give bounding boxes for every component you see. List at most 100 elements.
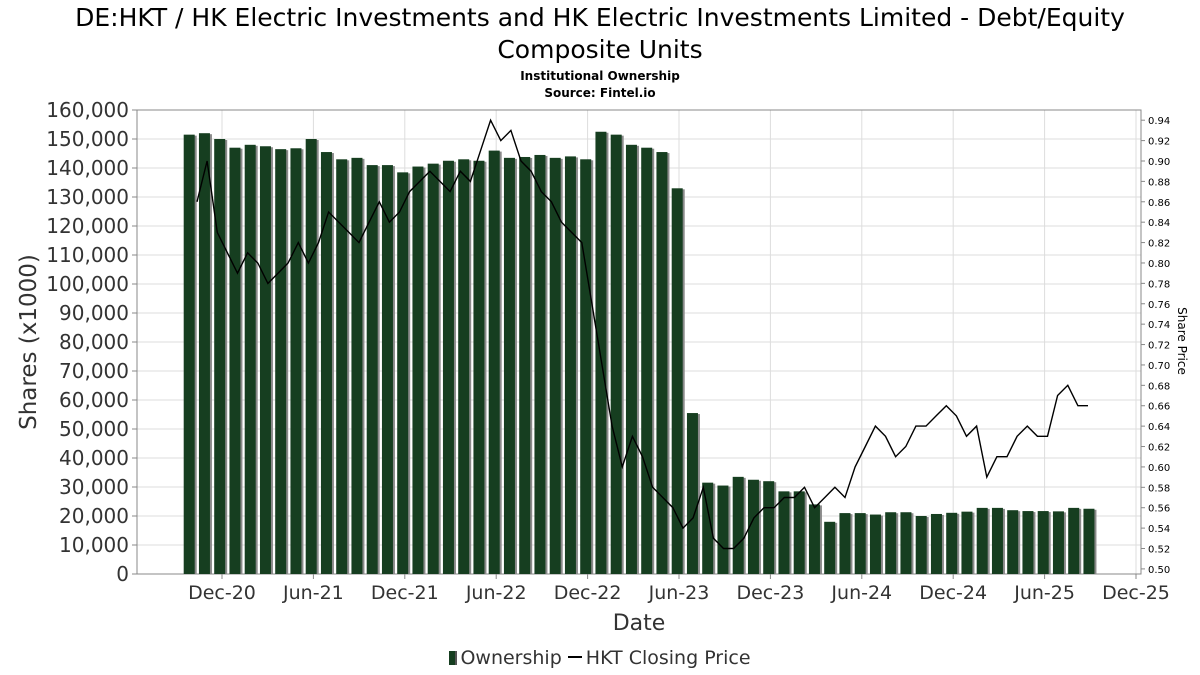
ownership-bar [869,514,881,574]
ownership-bar [366,165,378,574]
y-tick-label: 80,000 [59,330,129,354]
ownership-bar [198,133,210,574]
y-axis-title: Shares (x1000) [16,254,42,430]
ownership-bar [1068,507,1080,574]
y-tick-label: 60,000 [59,388,129,412]
x-tick-label: Jun-21 [282,582,344,604]
y2-tick-label: 0.88 [1148,177,1170,188]
y2-tick-label: 0.54 [1148,524,1170,535]
y-tick-label: 100,000 [46,272,129,296]
y2-tick-label: 0.50 [1148,565,1170,576]
x-tick-label: Dec-21 [371,582,439,604]
ownership-bar [976,507,988,574]
ownership-bar [808,504,820,574]
x-tick-label: Dec-25 [1102,582,1170,604]
y2-tick-label: 0.56 [1148,504,1170,515]
ownership-bar [427,163,439,574]
y-tick-label: 120,000 [46,214,129,238]
ownership-bar [1083,508,1095,574]
ownership-bar [275,149,287,574]
ownership-bar [946,512,958,574]
y-tick-label: 10,000 [59,533,129,557]
ownership-bar [519,156,531,575]
ownership-bar [656,152,668,575]
chart-title-line-1: DE:HKT / HK Electric Investments and HK … [75,3,1125,32]
ownership-bar [885,512,897,574]
x-tick-label: Jun-23 [648,582,710,604]
y-tick-label: 50,000 [59,417,129,441]
y2-tick-label: 0.66 [1148,402,1170,413]
x-tick-label: Dec-22 [554,582,622,604]
ownership-bar [229,147,241,574]
ownership-bar [778,491,790,574]
ownership-bar [1052,511,1064,574]
y2-tick-label: 0.82 [1148,239,1170,250]
y2-tick-label: 0.70 [1148,361,1170,372]
ownership-legend-label: Ownership [460,647,562,669]
ownership-bar [488,150,500,574]
ownership-bar [381,165,393,574]
ownership-bar [397,172,409,574]
x-tick-label: Jun-22 [465,582,527,604]
ownership-bar [580,159,592,575]
ownership-bar [259,146,271,574]
ownership-bar [702,482,714,574]
price-legend-label: HKT Closing Price [585,647,751,669]
chart-source: Source: Fintel.io [544,86,656,100]
y2-tick-label: 0.92 [1148,137,1170,148]
ownership-legend-swatch [449,651,458,665]
ownership-bar [686,413,698,574]
y-tick-label: 40,000 [59,446,129,470]
ownership-bar [458,159,470,575]
y2-tick-label: 0.84 [1148,218,1170,229]
ownership-bar [610,134,622,574]
ownership-bar [534,154,546,574]
y2-tick-label: 0.52 [1148,545,1170,556]
y-tick-label: 30,000 [59,475,129,499]
ownership-bar [671,188,683,575]
y-tick-label: 150,000 [46,127,129,151]
ownership-bar [1037,511,1049,574]
y2-tick-label: 0.62 [1148,443,1170,454]
y-tick-label: 110,000 [46,243,129,267]
y2-tick-label: 0.80 [1148,259,1170,270]
ownership-bar [320,152,332,575]
ownership-bar [442,160,454,574]
x-tick-label: Jun-25 [1013,582,1075,604]
x-axis-title: Date [613,611,666,636]
y2-tick-label: 0.60 [1148,463,1170,474]
ownership-bar [503,157,515,574]
ownership-bar [961,511,973,574]
ownership-bar [641,147,653,574]
ownership-bar [900,512,912,574]
ownership-bar [290,148,302,574]
ownership-bar [183,134,195,574]
chart-title: DE:HKT / HK Electric Investments and HK … [0,2,1200,66]
ownership-bar [915,516,927,574]
y2-axis-title: Share Price [1175,307,1189,375]
ownership-bar [412,166,424,575]
ownership-bar [793,491,805,574]
ownership-bar [930,513,942,574]
chart-legend: Ownership HKT Closing Price [0,647,1200,669]
ownership-bar [763,481,775,574]
ownership-bar [214,139,226,574]
y2-tick-label: 0.58 [1148,483,1170,494]
ownership-bar [595,131,607,574]
ownership-bar [305,139,317,574]
y2-tick-label: 0.68 [1148,381,1170,392]
x-tick-label: Dec-23 [736,582,804,604]
ownership-bar [732,476,744,574]
y-tick-label: 130,000 [46,185,129,209]
y-tick-label: 70,000 [59,359,129,383]
price-line [196,118,1088,550]
price-legend-swatch [567,656,582,658]
ownership-bar [336,159,348,575]
y2-tick-label: 0.64 [1148,422,1170,433]
y2-tick-label: 0.86 [1148,198,1170,209]
x-tick-label: Dec-20 [188,582,256,604]
ownership-bar [564,156,576,574]
ownership-bar [824,521,836,574]
ownership-bar [549,157,561,574]
